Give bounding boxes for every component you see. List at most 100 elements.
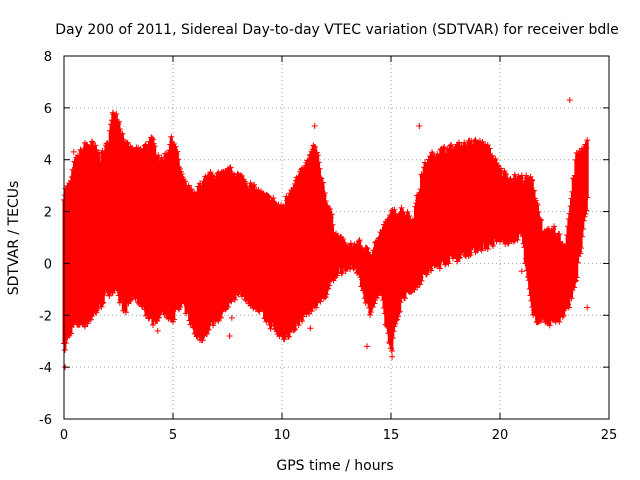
- y-tick-label: -6: [39, 413, 52, 428]
- data-point: [314, 299, 321, 306]
- data-point: [340, 236, 347, 243]
- data-point: [113, 110, 120, 117]
- data-point: [478, 247, 485, 254]
- data-point: [356, 237, 363, 244]
- data-point: [578, 245, 585, 252]
- data-point: [388, 347, 395, 354]
- data-point: [514, 236, 521, 243]
- data-point: [486, 145, 493, 152]
- axes-frame: [63, 55, 610, 420]
- data-point: [307, 325, 314, 332]
- data-point: [418, 277, 425, 284]
- data-point: [537, 217, 544, 224]
- chart-title: Day 200 of 2011, Sidereal Day-to-day VTE…: [55, 22, 619, 38]
- data-point: [199, 337, 206, 344]
- data-point: [367, 309, 374, 316]
- data-point: [535, 208, 542, 215]
- data-point: [155, 152, 162, 159]
- data-point: [115, 118, 122, 125]
- data-point: [67, 330, 74, 337]
- data-point: [436, 265, 443, 272]
- data-point: [149, 136, 156, 143]
- data-point: [315, 159, 322, 166]
- data-point: [484, 142, 491, 149]
- data-point: [518, 268, 525, 275]
- data-point: [511, 237, 518, 244]
- data-point: [168, 133, 175, 140]
- x-axis-label: GPS time / hours: [276, 458, 393, 474]
- data-point: [580, 217, 587, 224]
- data-point: [497, 165, 504, 172]
- data-point: [404, 208, 411, 215]
- data-point: [503, 171, 510, 178]
- data-point: [339, 270, 346, 277]
- data-point: [178, 171, 185, 178]
- data-point: [392, 320, 399, 327]
- data-point: [584, 137, 591, 144]
- data-point: [571, 284, 578, 291]
- data-point: [551, 223, 558, 230]
- data-point: [408, 288, 415, 295]
- data-point: [205, 326, 212, 333]
- data-point: [489, 152, 496, 159]
- data-point: [568, 295, 575, 302]
- y-tick-label: -2: [39, 309, 52, 324]
- data-point: [100, 299, 107, 306]
- data-point: [456, 254, 463, 261]
- data-point: [328, 211, 335, 218]
- data-point: [584, 194, 591, 201]
- data-point: [175, 156, 182, 163]
- data-point: [225, 299, 232, 306]
- data-point: [457, 251, 464, 258]
- data-point: [581, 213, 588, 220]
- data-point: [416, 281, 423, 288]
- data-point: [325, 285, 332, 292]
- data-point: [308, 308, 315, 315]
- data-point: [578, 233, 585, 240]
- data-point: [170, 316, 177, 323]
- data-point: [333, 272, 340, 279]
- data-point: [390, 328, 397, 335]
- data-point: [156, 314, 163, 321]
- data-point: [251, 181, 258, 188]
- data-point: [583, 207, 590, 214]
- data-point: [128, 296, 135, 303]
- data-point: [81, 323, 88, 330]
- data-point: [228, 298, 235, 305]
- data-point: [224, 303, 231, 310]
- data-point: [319, 179, 326, 186]
- data-point: [119, 130, 126, 137]
- x-tick-label: 0: [60, 428, 68, 443]
- data-point: [574, 259, 581, 266]
- data-point: [154, 327, 161, 334]
- y-tick-label: -4: [39, 361, 52, 376]
- data-point: [398, 204, 405, 211]
- data-point: [281, 336, 288, 343]
- data-point: [364, 343, 371, 350]
- data-point: [122, 309, 129, 316]
- data-point: [534, 201, 541, 208]
- data-point: [527, 173, 534, 180]
- y-tick-label: 6: [44, 102, 52, 117]
- data-point: [347, 266, 354, 273]
- data-point: [428, 267, 435, 274]
- data-point: [577, 250, 584, 257]
- data-point: [367, 311, 374, 318]
- data-point: [389, 353, 396, 360]
- data-point: [396, 308, 403, 315]
- data-point: [330, 277, 337, 284]
- data-point: [323, 291, 330, 298]
- data-point: [572, 277, 579, 284]
- y-tick-label: 0: [44, 257, 52, 272]
- data-point: [124, 139, 131, 146]
- data-point: [89, 139, 96, 146]
- data-point: [182, 178, 189, 185]
- data-point: [424, 269, 431, 276]
- data-point: [441, 143, 448, 150]
- data-point: [313, 149, 320, 156]
- data-point: [330, 229, 337, 236]
- data-point: [389, 335, 396, 342]
- data-point: [490, 243, 497, 250]
- data-point: [314, 152, 321, 159]
- data-point: [228, 314, 235, 321]
